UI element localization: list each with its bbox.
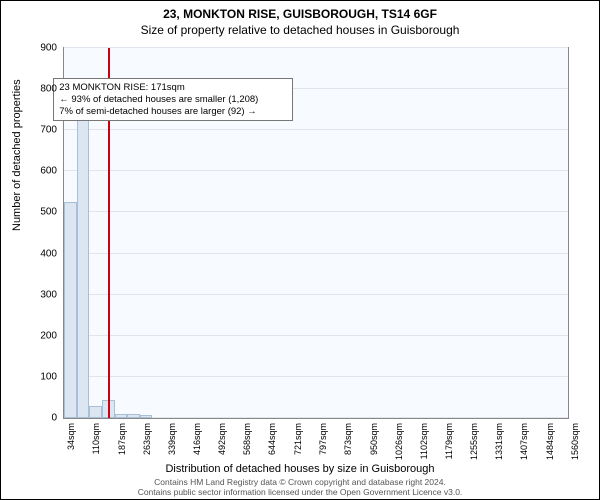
histogram-bar <box>127 414 140 418</box>
gridline <box>64 47 568 48</box>
y-tick-label: 900 <box>27 43 57 54</box>
histogram-bar <box>77 118 90 418</box>
annotation-box: 23 MONKTON RISE: 171sqm← 93% of detached… <box>53 78 293 122</box>
title-sub: Size of property relative to detached ho… <box>1 23 599 37</box>
annotation-line: 7% of semi-detached houses are larger (9… <box>59 106 287 118</box>
y-tick-label: 200 <box>27 330 57 341</box>
attribution-text: Contains HM Land Registry data © Crown c… <box>1 477 599 497</box>
gridline <box>64 335 568 336</box>
gridline <box>64 170 568 171</box>
y-tick-label: 0 <box>27 413 57 424</box>
attribution-line1: Contains HM Land Registry data © Crown c… <box>1 477 599 487</box>
histogram-bar <box>64 202 77 418</box>
x-axis-title: Distribution of detached houses by size … <box>1 463 599 475</box>
title-main: 23, MONKTON RISE, GUISBOROUGH, TS14 6GF <box>1 7 599 21</box>
chart-plot-area: 23 MONKTON RISE: 171sqm← 93% of detached… <box>63 47 569 419</box>
attribution-line2: Contains public sector information licen… <box>1 487 599 497</box>
annotation-line: 23 MONKTON RISE: 171sqm <box>59 82 287 94</box>
gridline <box>64 294 568 295</box>
y-tick-label: 600 <box>27 166 57 177</box>
annotation-line: ← 93% of detached houses are smaller (1,… <box>59 94 287 106</box>
y-tick-label: 800 <box>27 84 57 95</box>
y-tick-label: 400 <box>27 248 57 259</box>
y-tick-label: 500 <box>27 207 57 218</box>
y-tick-label: 700 <box>27 125 57 136</box>
gridline <box>64 376 568 377</box>
gridline <box>64 253 568 254</box>
histogram-bar <box>89 406 102 418</box>
y-axis-title: Number of detached properties <box>11 79 23 231</box>
gridline <box>64 211 568 212</box>
gridline <box>64 129 568 130</box>
y-tick-label: 300 <box>27 289 57 300</box>
y-tick-label: 100 <box>27 371 57 382</box>
histogram-bar <box>115 414 128 418</box>
chart-container: 23, MONKTON RISE, GUISBOROUGH, TS14 6GF … <box>0 0 600 500</box>
histogram-bar <box>140 415 153 418</box>
